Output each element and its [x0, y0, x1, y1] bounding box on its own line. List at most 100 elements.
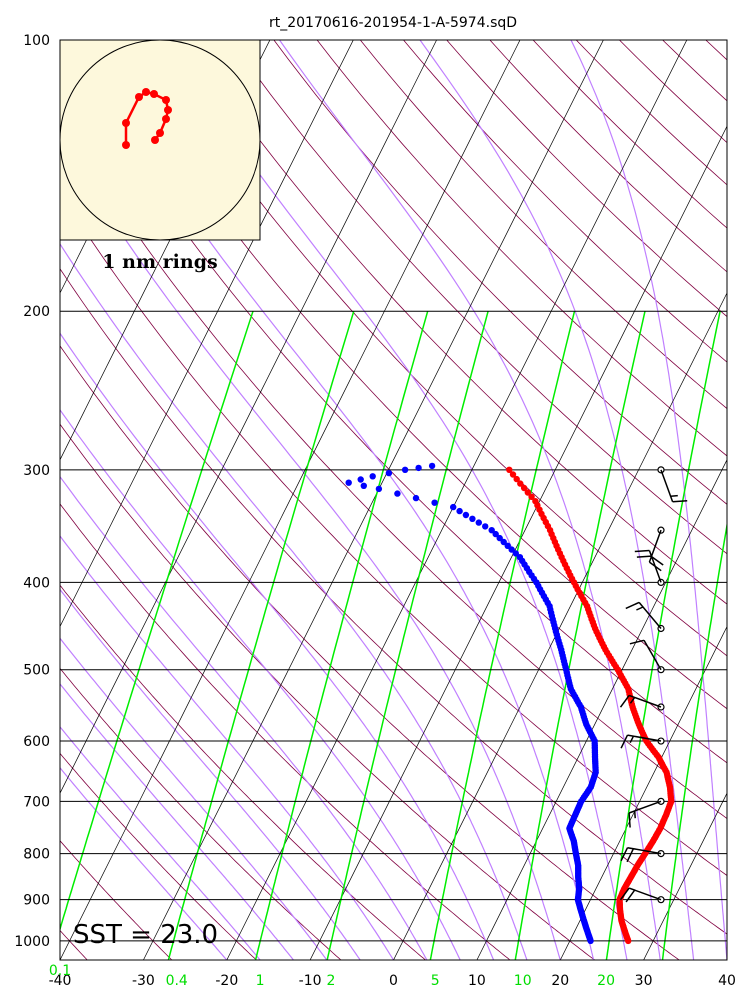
dewpoint-point	[385, 469, 393, 477]
dewpoint-point	[428, 462, 436, 470]
mixing-ratio-line	[514, 311, 646, 960]
mixing-ratio-line	[429, 311, 576, 960]
dewpoint-point	[369, 473, 376, 480]
dewpoint-point	[450, 503, 457, 511]
dry-adiabat	[144, 40, 727, 657]
wind-barb-shaft	[643, 639, 662, 671]
hodograph-point	[162, 96, 170, 104]
dewpoint-point	[360, 482, 367, 489]
wind-barb	[657, 466, 688, 503]
temperature-tick-label: -10	[299, 973, 322, 989]
moist-adiabat	[60, 137, 561, 960]
wind-barb-shaft	[648, 550, 662, 583]
moist-adiabat	[419, 40, 695, 960]
temperature-point	[528, 493, 535, 500]
wind-barb-flag	[620, 847, 629, 862]
dewpoint-point	[375, 485, 383, 493]
dewpoint-point	[500, 538, 507, 546]
wind-barb-half-flag	[670, 494, 678, 497]
wind-barb-flag	[629, 639, 645, 645]
mixing-ratio-tick-label: 2	[327, 973, 336, 989]
temperature-point	[513, 475, 520, 483]
mixing-ratio-tick-label: 1	[256, 973, 265, 989]
dewpoint-point	[412, 494, 420, 502]
mixing-ratio-tick-label: 5	[431, 973, 440, 989]
dry-adiabat	[60, 503, 511, 960]
temperature-tick-label: 0	[389, 973, 398, 989]
dry-adiabat	[359, 40, 727, 410]
dry-adiabat	[662, 40, 727, 102]
wind-barb-flag	[619, 887, 630, 901]
wind-barb-shaft	[628, 887, 662, 901]
wind-barbs	[619, 466, 688, 904]
moist-adiabat	[60, 766, 228, 960]
dewpoint-point	[492, 530, 499, 538]
wind-barb	[629, 639, 665, 674]
sst-label: SST = 23.0	[73, 920, 218, 950]
wind-barb-flag	[625, 601, 640, 610]
temperature-tick-label: 10	[468, 973, 486, 989]
wind-barb-shaft	[660, 469, 674, 503]
wind-barb-flag	[626, 848, 635, 863]
dry-adiabat	[60, 345, 680, 960]
wind-barb-half-flag	[633, 810, 636, 819]
plot-frame	[59, 39, 728, 961]
temperature-point	[524, 489, 531, 496]
dewpoint-point	[508, 546, 515, 553]
dry-adiabat	[273, 40, 727, 505]
isotherm	[60, 40, 354, 628]
dewpoint-point	[394, 490, 401, 497]
wind-barb-shaft	[628, 800, 662, 814]
hodograph-caption: 1 nm rings	[102, 251, 217, 273]
isotherm	[0, 40, 20, 960]
temperature-point	[509, 471, 517, 478]
pressure-tick-label: 800	[23, 847, 50, 863]
temperature-tick-label: -20	[215, 973, 238, 989]
dewpoint-point	[496, 534, 503, 542]
pressure-tick-label: 900	[23, 893, 50, 909]
temperature-tick-label: 20	[551, 973, 569, 989]
hodograph-trace	[124, 90, 170, 145]
dewpoint-point	[488, 527, 495, 534]
dry-adiabat	[60, 42, 727, 764]
hodograph-point	[122, 141, 130, 149]
isotherm	[60, 40, 437, 794]
pressure-tick-label: 600	[23, 734, 50, 750]
wind-barb-shaft	[638, 601, 662, 629]
mixing-ratio-line	[661, 520, 727, 960]
dewpoint-point	[475, 519, 482, 526]
pressure-tick-label: 200	[23, 304, 50, 320]
isotherm	[226, 40, 688, 960]
isotherm	[559, 625, 727, 960]
wind-barb	[620, 846, 665, 863]
pressure-tick-label: 100	[23, 33, 50, 49]
moist-adiabat	[60, 637, 328, 960]
temperature-point	[506, 466, 513, 473]
moist-adiabat	[60, 242, 528, 960]
wind-barb-flag	[628, 812, 631, 828]
dry-adiabat	[60, 584, 426, 960]
temperature-point	[520, 484, 528, 492]
pressure-tick-label: 400	[23, 575, 50, 591]
dewpoint-point	[401, 466, 409, 473]
wind-barb-half-flag	[629, 735, 635, 744]
hodograph-point	[122, 119, 130, 127]
dewpoint-point	[482, 523, 489, 530]
mixing-ratio-labels: 0.1 0.4 1 2 5 10 20	[49, 963, 615, 989]
mixing-ratio-tick-label: 0.1	[49, 963, 71, 979]
hodograph-point	[164, 106, 172, 114]
isotherm	[726, 959, 727, 960]
temperature-axis-labels: -40 -30 -20 -10 0 10 20 30 40	[49, 973, 736, 989]
dewpoint-point	[345, 479, 352, 486]
hodograph-point	[135, 93, 143, 101]
wind-barb-flag	[620, 734, 629, 749]
wind-barb-flag	[619, 694, 630, 708]
dry-adiabat	[60, 423, 595, 960]
wind-barb-flag	[636, 555, 652, 558]
isotherm	[309, 125, 727, 960]
dry-adiabat	[60, 268, 727, 935]
pressure-tick-label: 300	[23, 463, 50, 479]
wind-barb-flag	[650, 555, 664, 566]
hodograph-point	[142, 88, 150, 96]
